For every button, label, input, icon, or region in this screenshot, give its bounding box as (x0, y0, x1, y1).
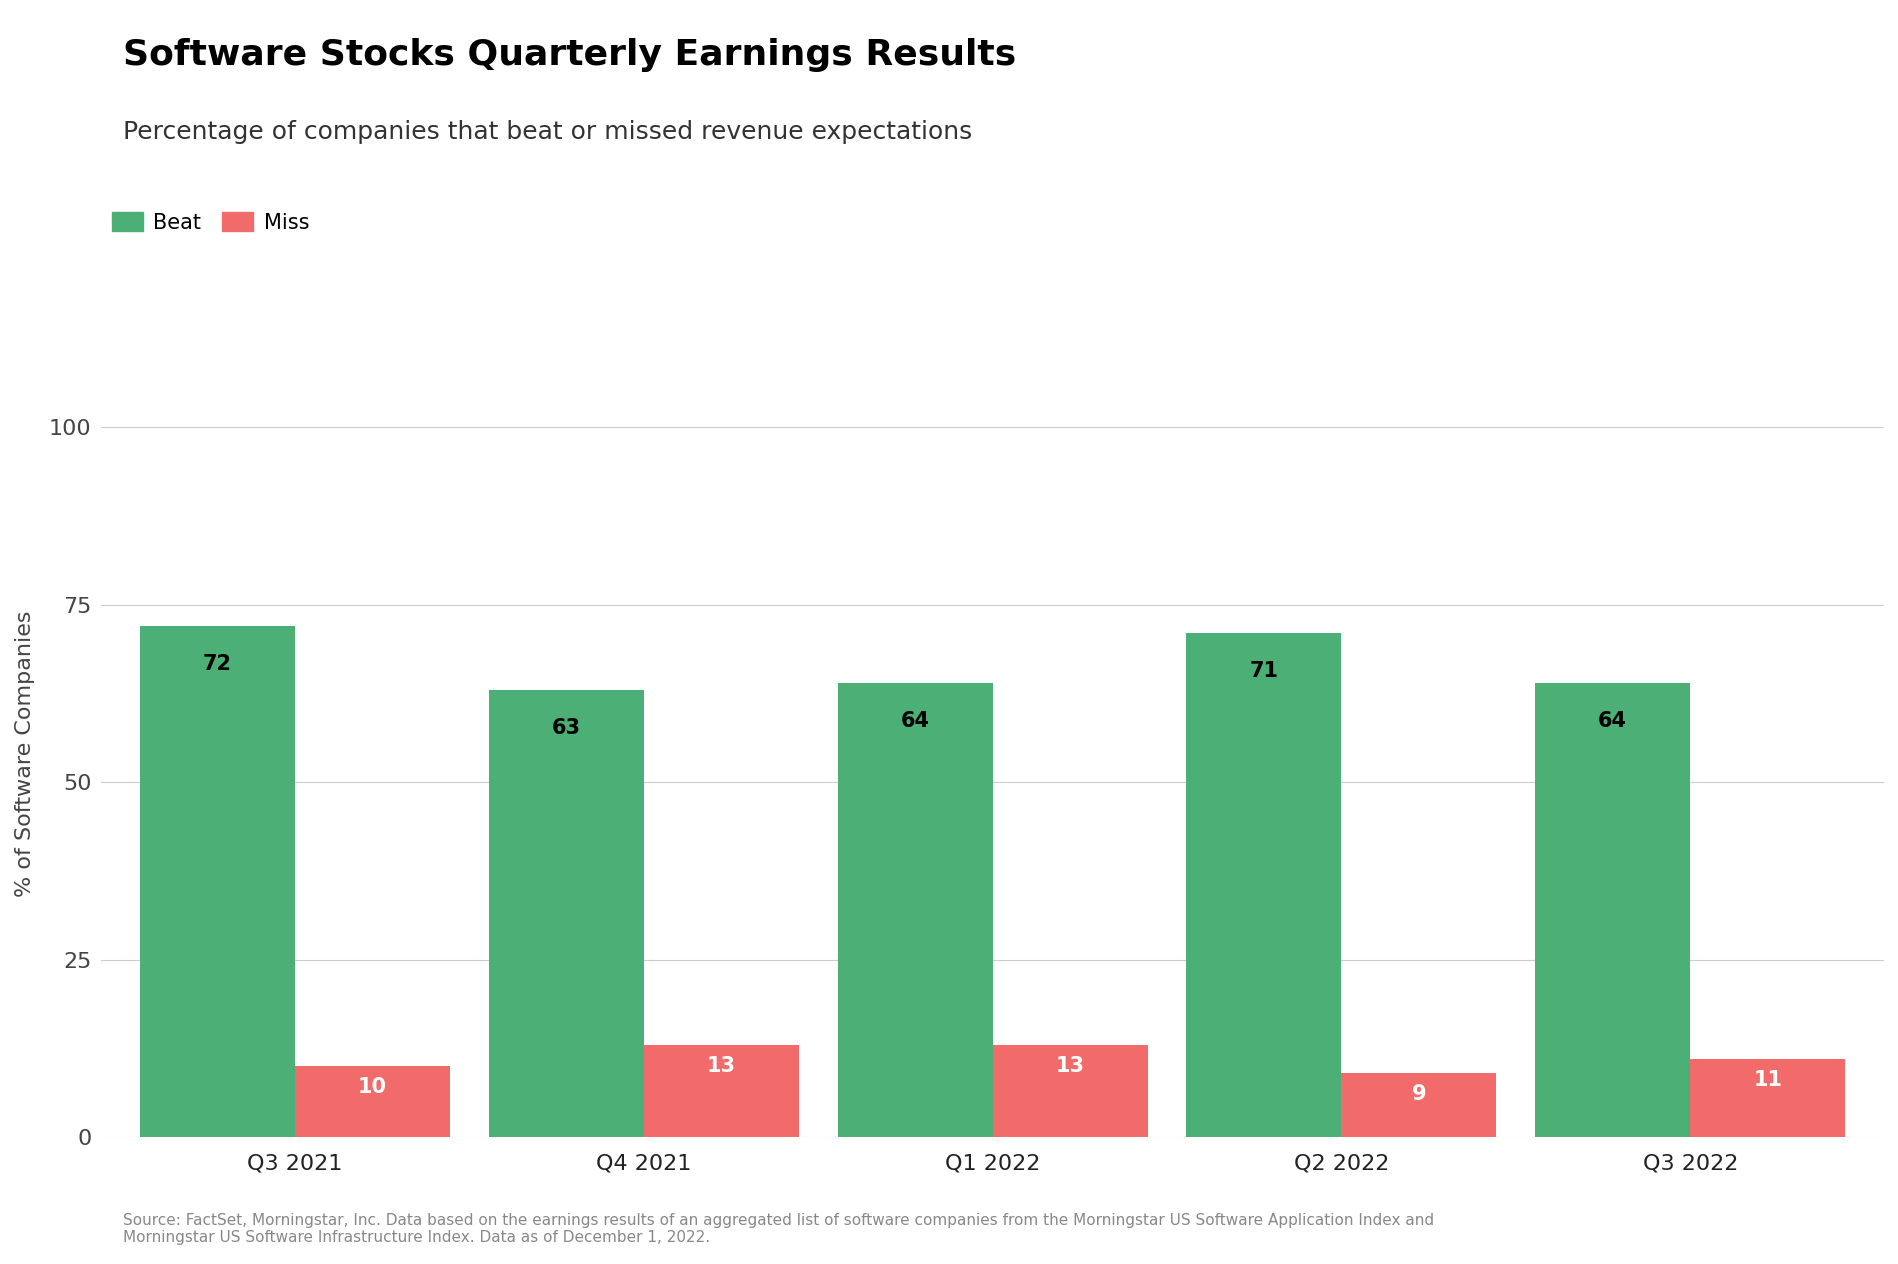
Y-axis label: % of Software Companies: % of Software Companies (15, 611, 34, 897)
Text: 11: 11 (1752, 1069, 1782, 1090)
Text: Percentage of companies that beat or missed revenue expectations: Percentage of companies that beat or mis… (123, 120, 972, 144)
Bar (488, 690, 643, 1138)
Text: 64: 64 (900, 712, 930, 731)
Text: 10: 10 (359, 1077, 387, 1097)
Text: 13: 13 (1055, 1055, 1084, 1076)
Bar (643, 1045, 799, 1138)
Text: 64: 64 (1598, 712, 1627, 731)
Bar (1186, 633, 1340, 1138)
Text: 13: 13 (706, 1055, 735, 1076)
Bar (837, 683, 993, 1138)
Text: 63: 63 (552, 718, 581, 738)
Bar (140, 626, 294, 1138)
Bar (993, 1045, 1146, 1138)
Text: 72: 72 (203, 655, 232, 675)
Text: 71: 71 (1249, 661, 1277, 681)
Text: 9: 9 (1410, 1085, 1425, 1103)
Bar (1689, 1059, 1845, 1138)
Text: Source: FactSet, Morningstar, Inc. Data based on the earnings results of an aggr: Source: FactSet, Morningstar, Inc. Data … (123, 1212, 1433, 1245)
Bar (294, 1067, 450, 1138)
Bar (1534, 683, 1689, 1138)
Legend: Beat, Miss: Beat, Miss (112, 212, 309, 233)
Bar (1340, 1073, 1496, 1138)
Text: Software Stocks Quarterly Earnings Results: Software Stocks Quarterly Earnings Resul… (123, 38, 1015, 72)
